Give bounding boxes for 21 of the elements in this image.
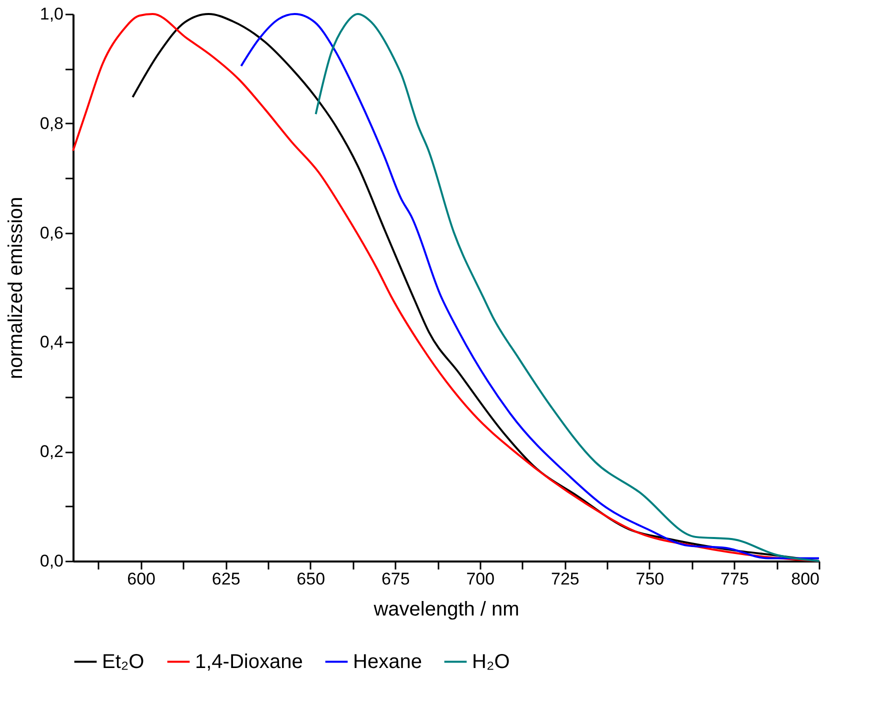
y-axis-title: normalized emission: [4, 196, 27, 380]
x-tick-label: 600: [127, 570, 156, 588]
legend-label: H₂O: [472, 650, 510, 673]
x-tick-label: 800: [791, 570, 820, 588]
y-tick-label: 0,0: [40, 552, 64, 570]
x-tick-label: 700: [466, 570, 495, 588]
legend-label: 1,4-Dioxane: [195, 650, 303, 673]
y-tick-label: 0,2: [40, 442, 64, 462]
y-tick-label: 1,0: [40, 4, 64, 24]
x-tick-label: 775: [720, 570, 749, 588]
y-tick-label: 0,8: [40, 114, 64, 133]
x-tick-label: 675: [381, 570, 410, 588]
x-axis-title: wavelength / nm: [372, 598, 520, 620]
legend-label: Et₂O: [102, 650, 144, 673]
x-tick-label: 650: [296, 570, 326, 588]
x-tick-label: 750: [636, 570, 664, 588]
legend-label: Hexane: [353, 650, 422, 673]
y-tick-label: 0,6: [40, 223, 64, 242]
x-tick-label: 625: [212, 570, 240, 588]
y-tick-label: 0,4: [40, 332, 64, 352]
x-tick-label: 725: [550, 570, 580, 588]
